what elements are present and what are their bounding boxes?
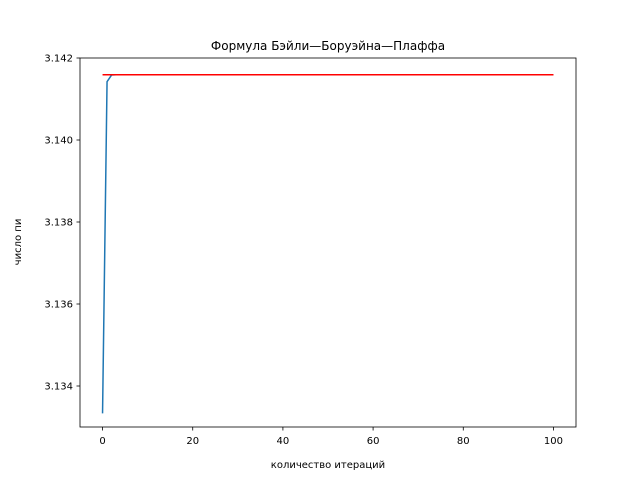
y-tick-label: 3.136 [44,300,73,311]
y-tick-label: 3.134 [44,382,73,393]
x-tick-label: 20 [186,436,199,447]
chart-title: Формула Бэйли—Боруэйна—Плаффа [211,39,445,53]
x-tick-label: 60 [367,436,380,447]
x-tick-label: 80 [457,436,470,447]
y-tick-label: 3.142 [44,54,73,65]
y-tick-label: 3.140 [44,136,73,147]
axes-frame [79,57,577,428]
x-axis-label: количество итераций [271,460,385,471]
x-tick-label: 40 [277,436,290,447]
x-tick-label: 100 [544,436,563,447]
y-tick-label: 3.138 [44,218,73,229]
y-axis-label: число пи [13,219,24,266]
x-tick-label: 0 [99,436,105,447]
plot-area: 0 20 40 60 80 100 3.134 3.136 3.138 3.140 3.142 [44,54,577,447]
